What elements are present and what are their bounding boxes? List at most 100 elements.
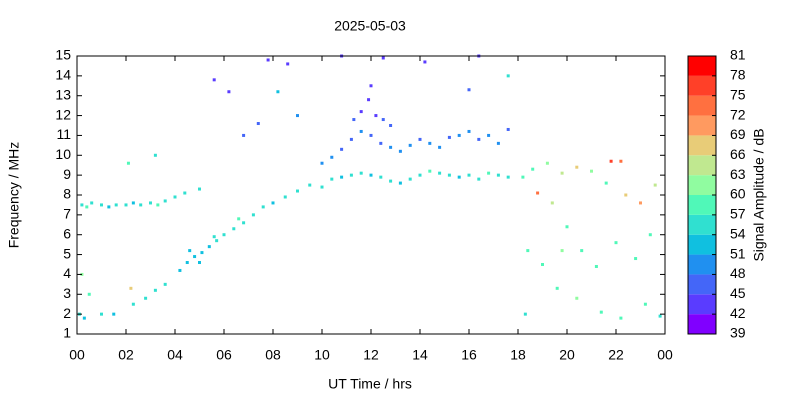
colorbar-tick-label: 42 bbox=[730, 305, 746, 321]
y-tick-label: 9 bbox=[63, 166, 71, 182]
y-axis-label: Frequency / MHz bbox=[6, 142, 22, 249]
data-point bbox=[428, 169, 432, 173]
colorbar-band bbox=[688, 135, 716, 156]
data-point bbox=[438, 145, 442, 149]
data-point bbox=[467, 173, 471, 177]
data-point bbox=[575, 296, 579, 300]
data-point bbox=[609, 159, 613, 163]
data-point bbox=[541, 263, 544, 266]
colorbar-band bbox=[688, 195, 716, 215]
data-point bbox=[126, 161, 130, 165]
data-point bbox=[107, 205, 111, 209]
data-point bbox=[266, 58, 270, 62]
data-point bbox=[163, 199, 167, 203]
x-tick-label: 00 bbox=[657, 347, 673, 363]
data-point bbox=[477, 137, 481, 141]
data-point bbox=[283, 195, 287, 199]
data-point bbox=[156, 203, 160, 207]
x-tick-label: 06 bbox=[216, 347, 232, 363]
data-point bbox=[85, 205, 89, 209]
data-point bbox=[296, 114, 299, 118]
data-point bbox=[173, 195, 177, 199]
x-tick-label: 02 bbox=[118, 347, 134, 363]
colorbar-band bbox=[688, 234, 716, 255]
data-point bbox=[580, 249, 584, 253]
data-point bbox=[575, 165, 579, 169]
data-point bbox=[506, 74, 510, 78]
data-point bbox=[447, 173, 451, 177]
data-point bbox=[447, 135, 451, 139]
data-point bbox=[428, 141, 432, 145]
data-point bbox=[349, 137, 353, 141]
data-point bbox=[185, 261, 189, 265]
data-point bbox=[100, 203, 103, 207]
data-point bbox=[381, 118, 385, 122]
data-point bbox=[149, 201, 152, 205]
colorbar-band bbox=[688, 274, 716, 295]
data-point bbox=[599, 310, 603, 314]
chart-title: 2025-05-03 bbox=[334, 18, 406, 34]
data-point bbox=[389, 179, 393, 183]
y-tick-label: 2 bbox=[63, 305, 71, 321]
colorbar-band bbox=[688, 155, 716, 176]
data-point bbox=[643, 302, 647, 306]
data-point bbox=[188, 249, 192, 253]
data-point bbox=[457, 133, 461, 137]
data-point bbox=[80, 203, 84, 207]
data-point bbox=[496, 141, 500, 145]
data-point bbox=[90, 201, 94, 205]
y-tick-label: 3 bbox=[63, 285, 71, 301]
data-point bbox=[381, 56, 385, 60]
data-point bbox=[653, 183, 657, 187]
data-point bbox=[242, 133, 246, 137]
data-point bbox=[308, 183, 312, 187]
data-point bbox=[531, 167, 535, 171]
data-point bbox=[207, 245, 211, 249]
data-point bbox=[114, 203, 118, 207]
colorbar-band bbox=[688, 115, 716, 136]
colorbar-label: Signal Amplitude / dB bbox=[751, 128, 767, 261]
colorbar-band bbox=[688, 175, 716, 195]
data-point bbox=[232, 227, 236, 231]
colorbar-band bbox=[688, 75, 716, 96]
y-tick-label: 15 bbox=[55, 47, 71, 63]
data-point bbox=[487, 171, 491, 175]
data-point bbox=[330, 155, 334, 159]
data-point bbox=[212, 78, 216, 82]
y-tick-label: 1 bbox=[63, 325, 71, 341]
data-point bbox=[359, 171, 363, 175]
colorbar-band bbox=[688, 56, 716, 76]
data-point bbox=[286, 62, 290, 66]
data-point bbox=[369, 173, 373, 177]
data-point bbox=[521, 175, 525, 179]
data-point bbox=[418, 137, 422, 141]
data-point bbox=[550, 201, 554, 205]
data-point bbox=[648, 233, 652, 237]
plot-frame bbox=[76, 55, 666, 335]
data-point bbox=[614, 241, 618, 245]
data-point bbox=[261, 205, 265, 209]
x-tick-label: 04 bbox=[167, 347, 183, 363]
colorbar-tick-label: 72 bbox=[730, 106, 746, 122]
data-point bbox=[604, 181, 608, 185]
data-point bbox=[369, 84, 373, 88]
colorbar-tick-label: 66 bbox=[730, 146, 746, 162]
data-point bbox=[560, 249, 564, 253]
data-point bbox=[477, 177, 481, 181]
data-point bbox=[467, 129, 471, 133]
data-point bbox=[178, 268, 182, 272]
data-point bbox=[658, 314, 662, 318]
data-point bbox=[374, 114, 378, 118]
data-point bbox=[340, 175, 344, 179]
data-point bbox=[82, 316, 86, 320]
data-point bbox=[139, 203, 143, 207]
data-point bbox=[523, 312, 527, 316]
colorbar-tick-label: 69 bbox=[730, 126, 746, 142]
data-point bbox=[87, 292, 91, 296]
data-point bbox=[251, 213, 255, 217]
data-point bbox=[359, 129, 363, 133]
data-point bbox=[296, 189, 299, 193]
data-point bbox=[506, 175, 510, 179]
y-tick-label: 11 bbox=[56, 126, 71, 142]
